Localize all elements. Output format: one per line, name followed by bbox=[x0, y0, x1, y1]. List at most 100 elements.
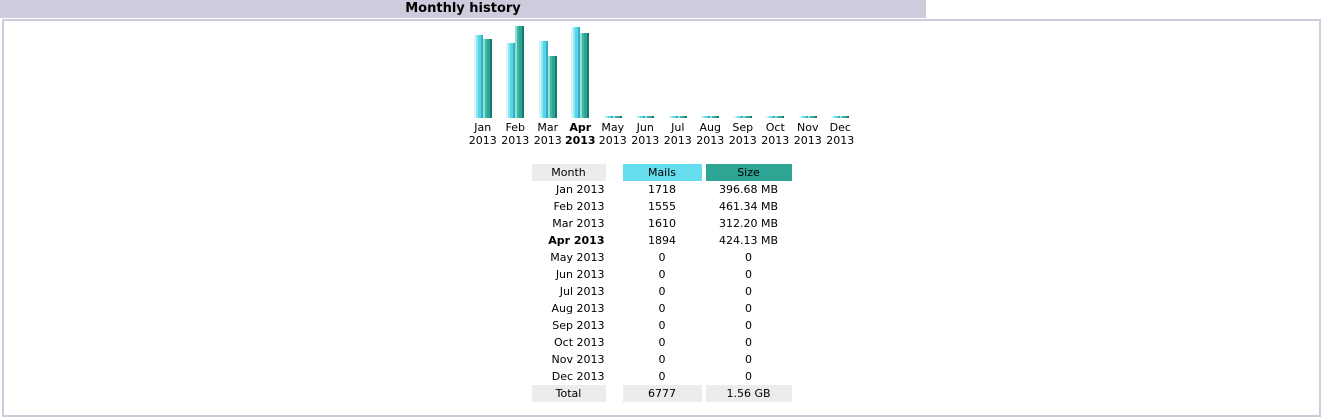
mails-cell: 0 bbox=[658, 268, 666, 281]
mails-bar bbox=[603, 116, 613, 118]
mails-bar bbox=[538, 41, 548, 118]
table-row: Mar 2013 1610 312.20 MB bbox=[532, 215, 792, 232]
monthly-bar-chart: Jan 2013 Feb 2013 Mar 2013 Apr 2013 May 2013 Jun 20… bbox=[467, 25, 857, 147]
month-cell: Jan 2013 bbox=[556, 183, 605, 196]
mails-cell: 1718 bbox=[648, 183, 676, 196]
size-bar bbox=[482, 39, 492, 118]
size-bar bbox=[645, 116, 655, 118]
month-cell: Jul 2013 bbox=[559, 285, 605, 298]
column-gap bbox=[606, 232, 623, 249]
bar-group-sep bbox=[727, 116, 760, 118]
month-label: Aug 2013 bbox=[696, 121, 725, 147]
month-cell: May 2013 bbox=[550, 251, 605, 264]
column-header-mails: Mails bbox=[622, 164, 702, 181]
month-cell: Jun 2013 bbox=[555, 268, 605, 281]
chart-month-labels: Jan 2013 Feb 2013 Mar 2013 Apr 2013 May 2013 Jun 20… bbox=[467, 121, 857, 147]
column-gap bbox=[606, 198, 623, 215]
column-gap bbox=[606, 368, 623, 385]
mails-cell: 1555 bbox=[648, 200, 676, 213]
column-gap bbox=[606, 351, 623, 368]
size-cell: 461.34 MB bbox=[718, 200, 779, 213]
table-row: Nov 2013 0 0 bbox=[532, 351, 792, 368]
mails-cell: 0 bbox=[658, 353, 666, 366]
bar-group-dec bbox=[824, 116, 857, 118]
month-label: Nov 2013 bbox=[793, 121, 822, 147]
mails-cell: 0 bbox=[658, 319, 666, 332]
size-cell: 0 bbox=[745, 353, 752, 366]
bar-group-jun bbox=[629, 116, 662, 118]
bar-group-mar bbox=[532, 41, 565, 118]
column-gap bbox=[606, 249, 623, 266]
month-label: Apr 2013 bbox=[564, 121, 596, 147]
month-cell: Nov 2013 bbox=[551, 353, 605, 366]
size-bar bbox=[710, 116, 720, 118]
month-label: May 2013 bbox=[598, 121, 627, 147]
table-row: Sep 2013 0 0 bbox=[532, 317, 792, 334]
mails-cell: 1610 bbox=[648, 217, 676, 230]
monthly-history-title: Monthly history bbox=[0, 0, 926, 18]
mails-bar bbox=[798, 116, 808, 118]
table-row: Jan 2013 1718 396.68 MB bbox=[532, 181, 792, 198]
chart-bars bbox=[467, 25, 857, 118]
month-cell: Dec 2013 bbox=[551, 370, 605, 383]
month-label: Mar 2013 bbox=[533, 121, 562, 147]
bar-group-feb bbox=[499, 26, 532, 118]
mails-bar bbox=[831, 116, 841, 118]
bar-group-apr bbox=[564, 27, 597, 118]
total-size-value: 1.56 GB bbox=[705, 385, 792, 402]
table-row: Dec 2013 0 0 bbox=[532, 368, 792, 385]
mails-bar bbox=[571, 27, 581, 118]
mails-bar bbox=[733, 116, 743, 118]
column-gap bbox=[606, 215, 623, 232]
size-cell: 0 bbox=[745, 268, 752, 281]
mails-cell: 0 bbox=[658, 251, 666, 264]
mails-cell: 1894 bbox=[648, 234, 676, 247]
total-row: Total 6777 1.56 GB bbox=[531, 385, 792, 402]
bar-group-jan bbox=[467, 35, 500, 118]
bar-group-nov bbox=[792, 116, 825, 118]
size-cell: 0 bbox=[745, 370, 752, 383]
month-cell: Apr 2013 bbox=[548, 234, 605, 247]
mails-bar bbox=[636, 116, 646, 118]
total-label: Total bbox=[531, 385, 606, 402]
month-cell: Aug 2013 bbox=[551, 302, 605, 315]
mails-cell: 0 bbox=[658, 285, 666, 298]
size-bar bbox=[742, 116, 752, 118]
table-row: Oct 2013 0 0 bbox=[532, 334, 792, 351]
size-cell: 0 bbox=[745, 302, 752, 315]
month-label: Dec 2013 bbox=[826, 121, 855, 147]
bar-group-may bbox=[597, 116, 630, 118]
size-cell: 424.13 MB bbox=[718, 234, 779, 247]
column-gap bbox=[606, 334, 623, 351]
column-header-month: Month bbox=[531, 164, 606, 181]
month-label: Oct 2013 bbox=[761, 121, 790, 147]
month-label: Feb 2013 bbox=[501, 121, 530, 147]
size-bar bbox=[547, 56, 557, 118]
month-label: Sep 2013 bbox=[728, 121, 757, 147]
size-cell: 0 bbox=[745, 251, 752, 264]
size-cell: 0 bbox=[745, 285, 752, 298]
mails-bar bbox=[701, 116, 711, 118]
size-bar bbox=[612, 116, 622, 118]
size-bar bbox=[775, 116, 785, 118]
size-bar bbox=[580, 33, 590, 118]
mails-bar bbox=[668, 116, 678, 118]
table-row: May 2013 0 0 bbox=[532, 249, 792, 266]
month-cell: Mar 2013 bbox=[552, 217, 605, 230]
month-cell: Sep 2013 bbox=[552, 319, 605, 332]
size-bar bbox=[807, 116, 817, 118]
size-bar bbox=[840, 116, 850, 118]
month-label: Jun 2013 bbox=[631, 121, 660, 147]
month-cell: Feb 2013 bbox=[553, 200, 605, 213]
monthly-history-table: Month Mails Size Jan 2013 1718 396.68 MB Fe… bbox=[531, 164, 792, 402]
table-header-row: Month Mails Size bbox=[531, 164, 792, 181]
column-header-size: Size bbox=[705, 164, 792, 181]
table-row: Apr 2013 1894 424.13 MB bbox=[532, 232, 792, 249]
size-cell: 396.68 MB bbox=[718, 183, 779, 196]
month-label: Jul 2013 bbox=[663, 121, 692, 147]
monthly-history-panel: Jan 2013 Feb 2013 Mar 2013 Apr 2013 May 2013 Jun 20… bbox=[2, 19, 1321, 417]
total-mails-value: 6777 bbox=[622, 385, 702, 402]
mails-cell: 0 bbox=[658, 336, 666, 349]
table-row: Aug 2013 0 0 bbox=[532, 300, 792, 317]
size-bar bbox=[515, 26, 525, 118]
